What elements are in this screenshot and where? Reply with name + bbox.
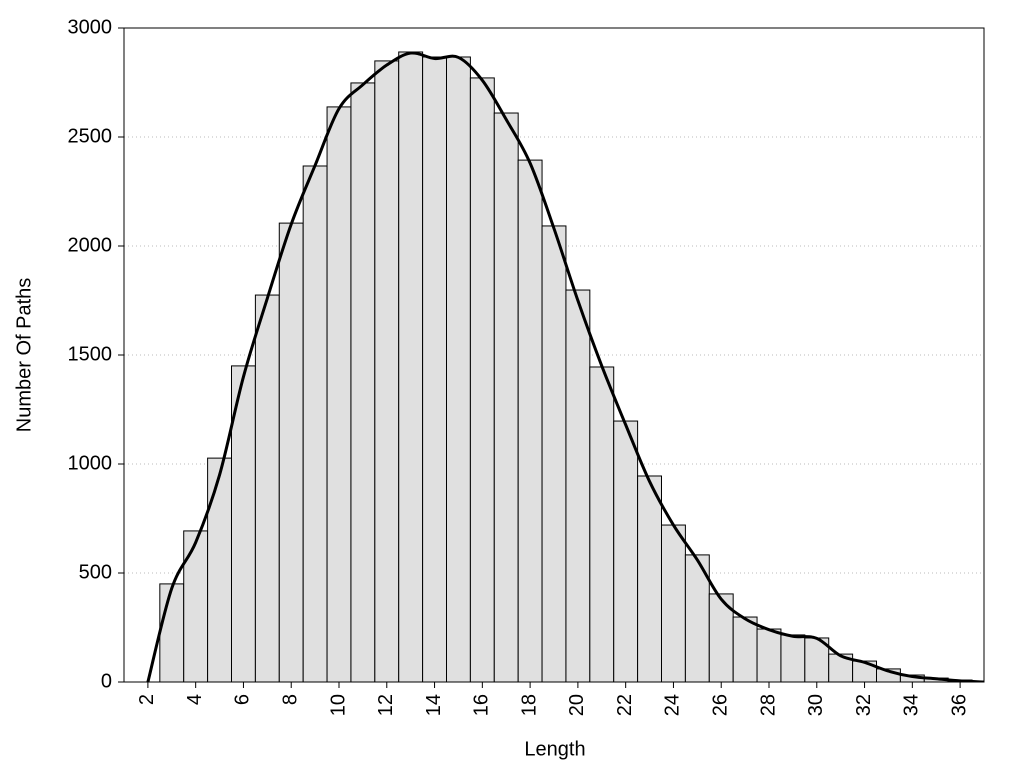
y-axis-label: Number Of Paths <box>13 278 35 433</box>
x-tick-label: 32 <box>853 694 875 716</box>
bar <box>541 225 567 683</box>
bar <box>183 530 209 683</box>
x-axis-label: Length <box>524 738 585 760</box>
bar <box>398 51 424 683</box>
y-tick-label: 3000 <box>68 16 113 38</box>
y-tick-label: 2500 <box>68 125 113 147</box>
bar <box>637 475 662 683</box>
x-tick-label: 12 <box>375 694 397 716</box>
y-tick-label: 1500 <box>68 343 113 365</box>
x-tick-label: 30 <box>805 694 827 716</box>
y-tick-label: 0 <box>101 670 112 692</box>
bar <box>613 420 639 683</box>
x-tick-label: 34 <box>901 694 923 716</box>
x-tick-label: 8 <box>280 694 302 705</box>
bar <box>278 222 304 683</box>
bar <box>661 524 686 683</box>
x-tick-label: 20 <box>566 694 588 716</box>
bar <box>780 634 806 683</box>
bar <box>589 366 615 683</box>
x-tick-label: 28 <box>757 694 779 716</box>
bar <box>254 294 280 683</box>
density-line <box>146 51 984 682</box>
bar <box>207 457 233 683</box>
plot-frame <box>123 27 985 683</box>
bar <box>159 583 185 683</box>
bar <box>446 56 471 683</box>
x-tick-label: 26 <box>710 694 732 716</box>
bar <box>732 616 758 683</box>
x-tick-label: 18 <box>518 694 540 716</box>
x-tick-label: 22 <box>614 694 636 716</box>
y-tick-label: 2000 <box>68 234 113 256</box>
x-tick-label: 16 <box>471 694 493 716</box>
bar <box>374 60 400 683</box>
x-tick-label: 14 <box>423 694 445 716</box>
y-tick-label: 1000 <box>68 452 113 474</box>
bar <box>326 106 352 683</box>
bar <box>493 112 519 683</box>
bar <box>469 77 495 683</box>
bar <box>302 165 328 683</box>
bar <box>517 159 543 683</box>
x-tick-label: 10 <box>327 694 349 716</box>
x-tick-label: 6 <box>232 694 254 705</box>
x-tick-label: 24 <box>662 694 684 716</box>
bar <box>350 82 376 683</box>
bar <box>756 628 782 683</box>
y-tick-label: 500 <box>79 561 112 583</box>
bar <box>565 289 591 683</box>
x-tick-label: 36 <box>948 694 970 716</box>
x-tick-label: 4 <box>184 694 206 705</box>
x-tick-label: 2 <box>136 694 158 705</box>
bar <box>422 56 448 683</box>
